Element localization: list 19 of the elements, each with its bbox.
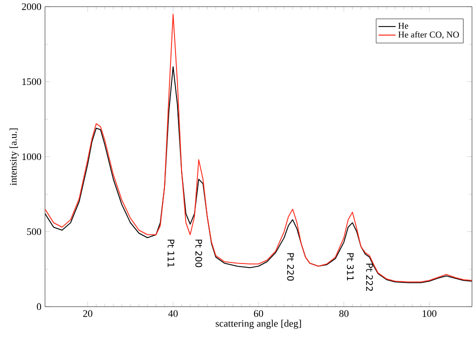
x-tick-label: 60 bbox=[254, 310, 264, 318]
annotation: Pt 200 bbox=[195, 240, 202, 268]
x-tick-label: 100 bbox=[422, 310, 436, 318]
y-axis-title: intensity [a.u.] bbox=[10, 128, 19, 186]
x-tick-label: 80 bbox=[339, 310, 349, 318]
y-tick-label: 2000 bbox=[22, 3, 42, 10]
x-axis-title: scattering angle [deg] bbox=[216, 320, 301, 329]
y-tick-label: 0 bbox=[36, 303, 42, 310]
x-tick-label: 20 bbox=[83, 310, 92, 318]
legend-label: He bbox=[398, 23, 408, 29]
y-tick-label: 500 bbox=[27, 228, 42, 236]
annotation: Pt 222 bbox=[366, 264, 373, 292]
y-tick-label: 1500 bbox=[22, 78, 42, 86]
x-tick-label: 40 bbox=[168, 310, 178, 318]
y-tick-label: 1000 bbox=[22, 153, 42, 160]
legend-label: He after CO, NO bbox=[398, 31, 459, 40]
annotation: Pt 111 bbox=[168, 240, 174, 268]
annotation: Pt 311 bbox=[346, 253, 354, 281]
annotation: Pt 220 bbox=[287, 253, 294, 281]
